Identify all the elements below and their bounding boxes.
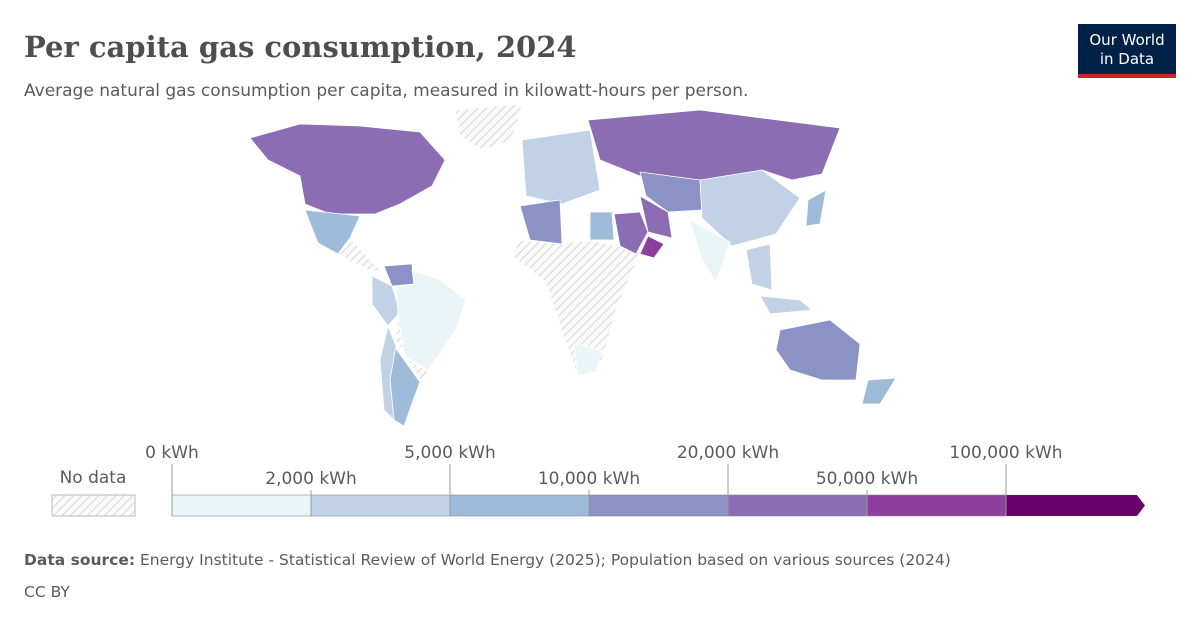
- country[interactable]: [395, 269, 467, 371]
- country[interactable]: [639, 235, 665, 259]
- logo-text[interactable]: in Data: [1100, 50, 1154, 68]
- legend-tick-label: 100,000 kWh: [949, 443, 1062, 463]
- legend-bin: [310, 494, 451, 517]
- no-data-label: No data: [60, 468, 127, 488]
- country[interactable]: [861, 377, 897, 405]
- logo-box[interactable]: [1078, 24, 1176, 74]
- legend-bin: [588, 494, 729, 517]
- country[interactable]: [573, 343, 603, 377]
- source: Data source: Energy Institute - Statisti…: [24, 551, 951, 569]
- country[interactable]: [759, 295, 813, 315]
- country[interactable]: [699, 169, 801, 247]
- country[interactable]: [379, 324, 397, 422]
- legend-tick-label: 10,000 kWh: [538, 469, 640, 489]
- country[interactable]: [589, 211, 615, 241]
- legend-tick-label: 50,000 kWh: [816, 469, 918, 489]
- country[interactable]: [775, 319, 861, 381]
- country[interactable]: [371, 275, 401, 327]
- legend-tick-label: 0 kWh: [145, 443, 199, 463]
- country[interactable]: [521, 129, 601, 205]
- logo[interactable]: Our World in Data: [1078, 24, 1176, 78]
- country[interactable]: [639, 171, 703, 213]
- logo-bar: [1078, 74, 1176, 78]
- no-data-swatch: [51, 494, 136, 517]
- country[interactable]: [745, 243, 773, 291]
- country[interactable]: [689, 219, 731, 283]
- legend-bin: [727, 494, 868, 517]
- source-text: Energy Institute - Statistical Review of…: [140, 551, 951, 569]
- legend-bin: [866, 494, 1007, 517]
- country-no-data[interactable]: [337, 239, 384, 273]
- country-no-data[interactable]: [454, 103, 523, 151]
- legend-tick-label: 2,000 kWh: [265, 469, 357, 489]
- logo-text[interactable]: Our World: [1089, 31, 1164, 49]
- source-label: Data source:: [24, 551, 135, 569]
- world-map: [249, 103, 897, 427]
- title: Per capita gas consumption, 2024: [24, 30, 577, 64]
- legend-bin-open: [1006, 495, 1145, 516]
- legend-bin: [449, 494, 590, 517]
- country[interactable]: [519, 199, 563, 245]
- country[interactable]: [587, 109, 841, 181]
- legend-tick-label: 20,000 kWh: [677, 443, 779, 463]
- legend-bin: [171, 494, 312, 517]
- country[interactable]: [639, 195, 673, 239]
- country[interactable]: [249, 123, 446, 215]
- subtitle: Average natural gas consumption per capi…: [24, 81, 748, 101]
- country[interactable]: [304, 209, 361, 255]
- legend: No data 0 kWh 2,000 kWh 5,000 kWh 10,000 kW…: [51, 443, 1145, 517]
- country[interactable]: [613, 211, 649, 255]
- legend-tick-label: 5,000 kWh: [404, 443, 496, 463]
- country-no-data[interactable]: [511, 239, 641, 377]
- country-no-data[interactable]: [395, 311, 429, 381]
- license: CC BY: [24, 583, 70, 601]
- country[interactable]: [805, 189, 827, 227]
